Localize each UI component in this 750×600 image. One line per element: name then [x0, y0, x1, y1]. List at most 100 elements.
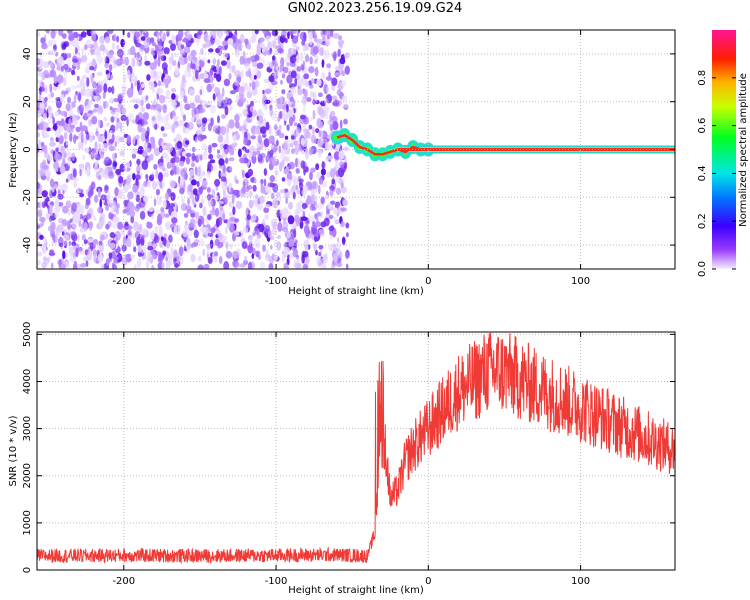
noise-blob [168, 56, 174, 64]
noise-blob [73, 181, 77, 189]
noise-blob [317, 92, 323, 98]
noise-blob [257, 203, 263, 211]
noise-blob [305, 147, 308, 155]
noise-blob [170, 210, 178, 220]
noise-blob [83, 239, 88, 245]
noise-blob [235, 94, 239, 103]
colorbar-gradient [712, 30, 736, 269]
noise-blob [214, 238, 220, 247]
noise-blob [187, 122, 194, 131]
noise-blob [88, 135, 94, 143]
noise-blob [39, 63, 43, 70]
noise-blob [293, 259, 300, 264]
noise-blob [126, 87, 134, 98]
noise-blob [276, 129, 280, 136]
noise-blob [265, 35, 271, 42]
noise-blob [96, 85, 102, 95]
noise-blob [91, 149, 98, 159]
noise-blob [217, 93, 224, 104]
noise-blob [218, 170, 222, 180]
noise-blob [206, 170, 211, 178]
noise-blob [217, 134, 224, 143]
noise-blob [341, 186, 347, 194]
noise-blob [140, 44, 145, 50]
noise-blob [185, 140, 190, 145]
noise-blob [135, 134, 140, 140]
colorbar: 0.0 0.2 0.4 0.6 0.8 Normalized spectral ampl… [697, 30, 749, 277]
noise-blob [173, 53, 179, 58]
noise-blob [150, 105, 154, 110]
noise-blob [114, 59, 121, 65]
noise-blob [150, 174, 155, 180]
noise-blob [96, 71, 103, 77]
noise-blob [151, 230, 155, 240]
noise-blob [166, 239, 171, 249]
noise-blob [300, 160, 306, 169]
noise-blob [81, 189, 84, 195]
noise-blob [346, 232, 349, 238]
noise-blob [151, 42, 157, 47]
noise-blob [145, 148, 151, 153]
noise-blob [139, 211, 146, 220]
noise-blob [154, 225, 158, 234]
noise-blob [117, 221, 124, 230]
noise-blob [42, 113, 47, 120]
noise-blob [60, 145, 65, 155]
noise-blob [183, 46, 191, 55]
noise-blob [113, 256, 119, 261]
noise-blob [165, 154, 170, 164]
noise-blob [103, 83, 108, 93]
noise-blob [300, 216, 308, 221]
noise-blob [310, 167, 316, 173]
noise-blob [283, 262, 288, 269]
noise-blob [234, 114, 240, 122]
noise-blob [38, 107, 44, 115]
noise-blob [85, 105, 90, 113]
noise-blob [228, 72, 232, 80]
noise-blob [129, 210, 136, 218]
noise-blob [40, 96, 44, 102]
noise-blob [322, 34, 326, 42]
noise-blob [160, 126, 165, 132]
noise-blob [202, 248, 206, 257]
noise-blob [70, 231, 76, 236]
noise-blob [267, 49, 272, 56]
noise-blob [279, 125, 282, 130]
noise-blob [46, 30, 50, 35]
noise-blob [141, 234, 145, 240]
noise-blob [226, 124, 230, 134]
noise-blob [334, 65, 342, 72]
noise-blob [212, 93, 216, 101]
colorbar-tick-label: 0.2 [697, 213, 708, 229]
noise-blob [153, 147, 161, 157]
noise-blob [182, 230, 188, 238]
noise-blob [232, 206, 236, 216]
noise-blob [315, 100, 320, 105]
noise-blob [296, 31, 300, 38]
noise-blob [92, 81, 97, 89]
x-tick-label: -100 [265, 576, 288, 587]
noise-blob [143, 246, 147, 253]
noise-blob [114, 230, 122, 241]
noise-blob [317, 38, 324, 43]
noise-blob [190, 253, 196, 263]
noise-blob [339, 40, 343, 50]
noise-blob [263, 207, 270, 214]
noise-blob [151, 264, 155, 269]
noise-blob [191, 59, 195, 65]
noise-blob [212, 125, 219, 134]
noise-blob [123, 199, 128, 207]
noise-blob [96, 107, 104, 115]
noise-blob [147, 156, 151, 164]
noise-blob [131, 153, 137, 159]
noise-blob [291, 184, 297, 193]
noise-blob [156, 217, 163, 226]
noise-blob [77, 141, 84, 150]
noise-blob [109, 242, 116, 250]
noise-blob [273, 239, 278, 245]
noise-blob [84, 88, 92, 98]
noise-blob [270, 39, 277, 48]
noise-blob [171, 34, 176, 44]
chart-title: GN02.2023.256.19.09.G24 [287, 1, 463, 16]
